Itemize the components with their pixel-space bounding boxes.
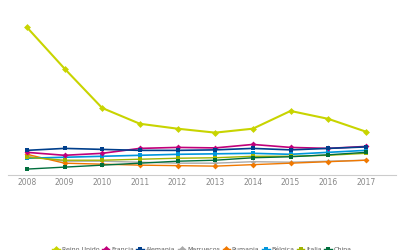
Legend: Reino Unido, Francia, Alemania, Marruecos, Rumania, Bélgica, Italia, China: Reino Unido, Francia, Alemania, Marrueco… [52, 247, 352, 250]
